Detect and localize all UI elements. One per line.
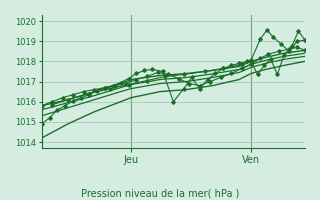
Text: Pression niveau de la mer( hPa ): Pression niveau de la mer( hPa ) — [81, 188, 239, 198]
